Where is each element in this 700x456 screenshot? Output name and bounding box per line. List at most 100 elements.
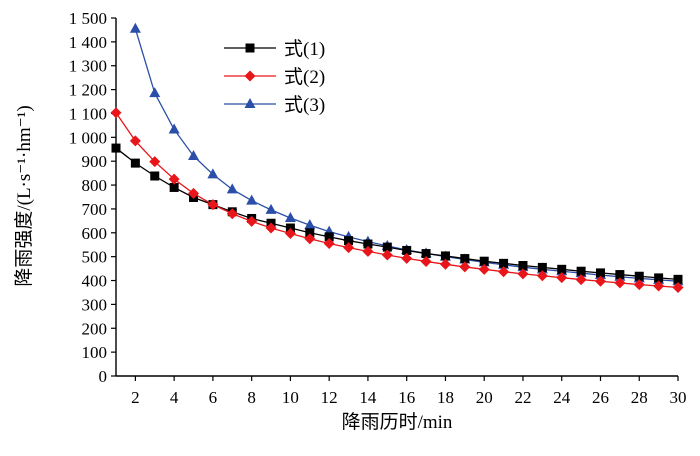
series-1-point bbox=[130, 158, 140, 168]
y-tick-label: 500 bbox=[82, 248, 108, 267]
series-3-point bbox=[284, 212, 296, 223]
series-1-point bbox=[440, 251, 450, 261]
series-2-point bbox=[672, 281, 684, 293]
legend-marker-1 bbox=[245, 43, 255, 53]
series-3-point bbox=[149, 87, 161, 98]
series-2-point bbox=[110, 107, 122, 119]
series-2-point bbox=[536, 270, 548, 282]
series-2-point bbox=[556, 272, 568, 284]
y-tick-label: 1 100 bbox=[69, 104, 107, 123]
series-1-point bbox=[537, 262, 547, 272]
series-1 bbox=[111, 143, 683, 284]
y-tick-label: 400 bbox=[82, 272, 108, 291]
legend-marker-3 bbox=[244, 98, 256, 108]
series-1-point bbox=[382, 242, 392, 252]
series-3-point bbox=[304, 219, 316, 230]
y-tick-label: 0 bbox=[99, 367, 108, 386]
legend-marker-2 bbox=[244, 70, 256, 82]
x-tick-label: 30 bbox=[670, 388, 687, 407]
series-2-point bbox=[633, 279, 645, 291]
x-tick-label: 22 bbox=[514, 388, 531, 407]
x-tick-label: 8 bbox=[247, 388, 256, 407]
series-3-line bbox=[134, 28, 679, 282]
series-2-point bbox=[246, 215, 258, 227]
x-tick-label: 16 bbox=[398, 388, 415, 407]
y-tick-label: 1 300 bbox=[69, 57, 107, 76]
series-2-point bbox=[226, 208, 238, 220]
series-2-point bbox=[614, 277, 626, 289]
series-2-point bbox=[168, 173, 180, 185]
series-2-point bbox=[478, 263, 490, 275]
series-2-point bbox=[594, 275, 606, 287]
series-1-point bbox=[615, 270, 625, 280]
series-2-point bbox=[265, 222, 277, 234]
series-3-point bbox=[168, 123, 180, 134]
x-tick-label: 20 bbox=[476, 388, 493, 407]
y-tick-label: 300 bbox=[82, 295, 108, 314]
legend-label-1: 式(1) bbox=[284, 38, 325, 60]
x-axis-title: 降雨历时/min bbox=[342, 411, 453, 433]
series-2-point bbox=[362, 245, 374, 257]
series-2-point bbox=[207, 199, 219, 211]
series-1-point bbox=[557, 264, 567, 274]
series-2-point bbox=[653, 280, 665, 292]
series-1-point bbox=[344, 236, 354, 246]
series-1-point bbox=[421, 249, 431, 259]
x-tick-label: 6 bbox=[209, 388, 218, 407]
y-tick-label: 1 000 bbox=[69, 128, 107, 147]
series-3-point bbox=[246, 194, 258, 205]
legend-label-2: 式(2) bbox=[284, 66, 325, 88]
series-2-point bbox=[575, 274, 587, 286]
series-1-point bbox=[305, 228, 315, 238]
series-2-point bbox=[420, 255, 432, 267]
x-tick-label: 14 bbox=[359, 388, 377, 407]
series-1-point bbox=[499, 258, 509, 268]
x-tick-label: 26 bbox=[592, 388, 609, 407]
series-2-point bbox=[129, 135, 141, 147]
series-2-point bbox=[459, 261, 471, 273]
series-2-point bbox=[284, 228, 296, 240]
y-tick-label: 100 bbox=[82, 343, 108, 362]
series-1-point bbox=[576, 266, 586, 276]
series-1-line bbox=[115, 147, 679, 280]
series-1-point bbox=[324, 232, 334, 242]
series-1-point bbox=[673, 274, 683, 284]
x-tick-label: 18 bbox=[437, 388, 454, 407]
y-tick-label: 900 bbox=[82, 152, 108, 171]
series-2-point bbox=[188, 187, 200, 199]
x-tick-label: 4 bbox=[170, 388, 179, 407]
x-tick-label: 28 bbox=[631, 388, 648, 407]
x-tick-label: 12 bbox=[321, 388, 338, 407]
series-1-point bbox=[169, 182, 179, 192]
x-tick-label: 2 bbox=[131, 388, 140, 407]
series-2-point bbox=[323, 238, 335, 250]
y-tick-label: 700 bbox=[82, 200, 108, 219]
series-1-point bbox=[479, 256, 489, 266]
series-2 bbox=[110, 107, 684, 293]
y-tick-label: 800 bbox=[82, 176, 108, 195]
series-1-point bbox=[111, 143, 121, 153]
series-1-point bbox=[150, 171, 160, 181]
series-2-point bbox=[401, 252, 413, 264]
series-1-point bbox=[363, 239, 373, 249]
series-2-point bbox=[517, 268, 529, 280]
series-2-point bbox=[498, 266, 510, 278]
series-1-point bbox=[654, 273, 664, 283]
y-tick-label: 1 200 bbox=[69, 81, 107, 100]
series-2-point bbox=[343, 242, 355, 254]
y-axis-title: 降雨强度/(L·s⁻¹·hm⁻¹) bbox=[13, 105, 35, 286]
series-2-point bbox=[149, 156, 161, 168]
series-1-point bbox=[595, 268, 605, 278]
series-2-point bbox=[381, 249, 393, 261]
x-tick-label: 10 bbox=[282, 388, 299, 407]
series-2-point bbox=[304, 233, 316, 245]
series-1-point bbox=[634, 271, 644, 281]
series-3-point bbox=[207, 168, 219, 179]
y-tick-label: 1 500 bbox=[69, 9, 107, 28]
series-3 bbox=[129, 22, 684, 286]
y-tick-label: 600 bbox=[82, 224, 108, 243]
series-1-point bbox=[518, 260, 528, 270]
y-tick-label: 1 400 bbox=[69, 33, 107, 52]
